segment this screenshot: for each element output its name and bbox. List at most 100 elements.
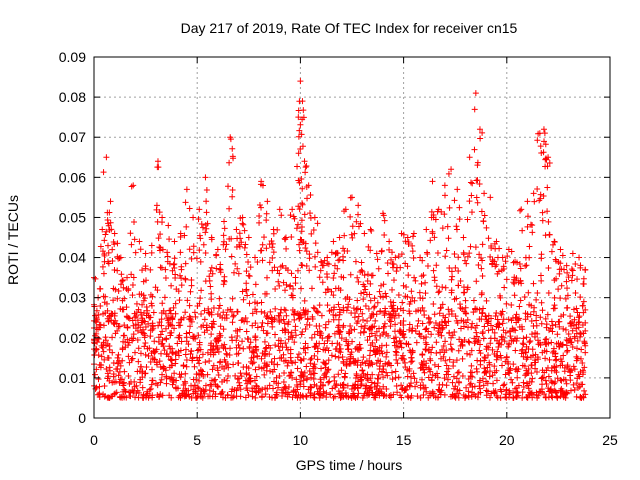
data-point (299, 98, 306, 105)
data-point (137, 350, 144, 357)
data-point (479, 273, 486, 280)
data-point (369, 371, 376, 378)
data-point (244, 318, 251, 325)
data-point (269, 244, 276, 251)
data-point (206, 273, 213, 280)
data-point (268, 359, 275, 366)
data-point (446, 329, 453, 336)
data-point (117, 254, 124, 261)
data-point (421, 369, 428, 376)
data-point (209, 366, 216, 373)
data-point (294, 267, 301, 274)
data-point (409, 347, 416, 354)
data-point (324, 254, 331, 261)
data-point (139, 301, 146, 308)
data-point (345, 394, 352, 401)
data-point (508, 248, 515, 255)
data-point (171, 325, 178, 332)
data-point (360, 328, 367, 335)
data-point (413, 379, 420, 386)
data-point (239, 220, 246, 227)
data-point (314, 308, 321, 315)
data-point (335, 327, 342, 334)
data-point (263, 245, 270, 252)
data-point (135, 394, 142, 401)
data-point (350, 382, 357, 389)
data-point (222, 246, 229, 253)
data-point (258, 355, 265, 362)
data-point (232, 260, 239, 267)
data-point (373, 385, 380, 392)
data-point (565, 330, 572, 337)
data-point (568, 323, 575, 330)
data-point (163, 336, 170, 343)
data-point (489, 372, 496, 379)
data-point (412, 277, 419, 284)
data-point (486, 373, 493, 380)
data-point (330, 306, 337, 313)
data-point (207, 342, 214, 349)
data-point (387, 311, 394, 318)
data-point (404, 234, 411, 241)
data-point (126, 359, 133, 366)
data-point (357, 220, 364, 227)
data-point (164, 253, 171, 260)
data-point (171, 255, 178, 262)
data-point (406, 308, 413, 315)
data-point (196, 206, 203, 213)
data-point (577, 331, 584, 338)
data-point (276, 312, 283, 319)
data-point (464, 316, 471, 323)
data-point (178, 266, 185, 273)
data-point (298, 223, 305, 230)
data-point (291, 308, 298, 315)
data-point (502, 258, 509, 265)
data-point (106, 227, 113, 234)
data-point (477, 361, 484, 368)
data-point (383, 385, 390, 392)
data-point (580, 330, 587, 337)
data-point (346, 358, 353, 365)
data-point (264, 363, 271, 370)
data-point (507, 333, 514, 340)
data-point (573, 325, 580, 332)
data-point (336, 234, 343, 241)
data-point (104, 370, 111, 377)
chart-title: Day 217 of 2019, Rate Of TEC Index for r… (181, 20, 518, 36)
data-point (392, 254, 399, 261)
data-point (455, 394, 462, 401)
data-point (192, 394, 199, 401)
data-point (485, 327, 492, 334)
data-point (472, 325, 479, 332)
data-point (107, 219, 114, 226)
data-point (545, 373, 552, 380)
data-point (129, 281, 136, 288)
data-point (246, 345, 253, 352)
data-point (537, 314, 544, 321)
data-point (563, 348, 570, 355)
data-point (546, 160, 553, 167)
data-point (515, 366, 522, 373)
data-point (543, 348, 550, 355)
data-point (173, 385, 180, 392)
data-point (391, 328, 398, 335)
data-point (392, 368, 399, 375)
data-point (493, 356, 500, 363)
data-point (166, 343, 173, 350)
data-point (441, 192, 448, 199)
data-point (513, 388, 520, 395)
data-point (488, 322, 495, 329)
data-point (232, 327, 239, 334)
data-point (555, 340, 562, 347)
data-point (521, 294, 528, 301)
data-point (342, 389, 349, 396)
data-point (330, 292, 337, 299)
data-point (330, 394, 337, 401)
data-point (355, 357, 362, 364)
data-point (192, 313, 199, 320)
data-point (251, 377, 258, 384)
data-point (197, 258, 204, 265)
data-point (539, 209, 546, 216)
data-point (336, 346, 343, 353)
